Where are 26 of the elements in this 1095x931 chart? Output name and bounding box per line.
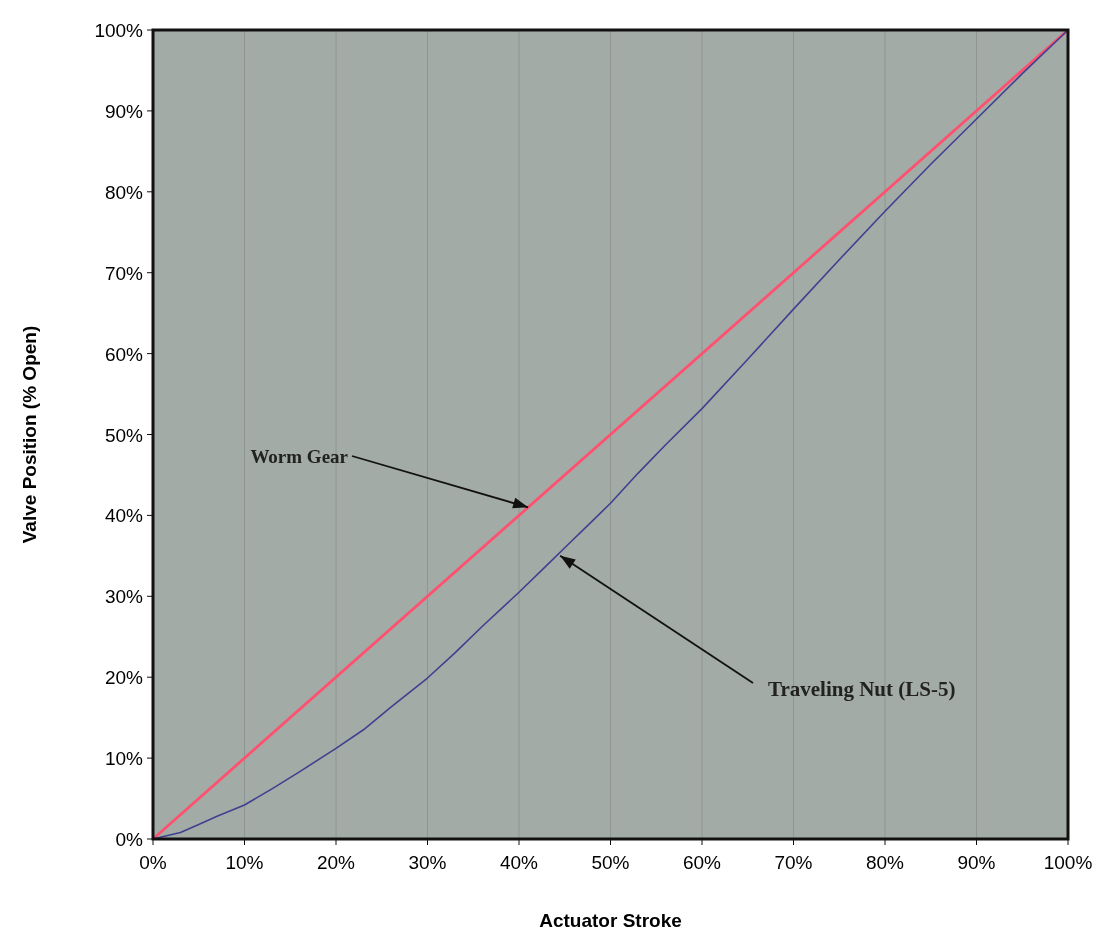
annotation: Worm Gear (250, 446, 349, 467)
x-axis-title: Actuator Stroke (539, 910, 682, 931)
y-tick-label: 90% (104, 100, 144, 122)
x-tick-label: 20% (316, 852, 356, 873)
y-tick-label: 50% (104, 424, 144, 446)
x-tick-label: 50% (591, 852, 630, 873)
y-tick-label: 20% (104, 667, 144, 689)
y-axis-title: Valve Position (% Open) (19, 325, 40, 544)
x-tick-label: 80% (865, 852, 905, 873)
y-tick-label: 10% (104, 748, 144, 770)
x-tick-label: 90% (957, 852, 996, 873)
x-tick-label: 100% (1043, 852, 1093, 873)
annotation: Traveling Nut (LS-5) (768, 677, 956, 701)
y-tick-label: 0% (115, 829, 144, 850)
x-tick-label: 0% (139, 852, 167, 873)
y-tick-label: 30% (104, 586, 144, 608)
y-tick-label: 100% (94, 20, 144, 41)
y-tick-label: 80% (104, 181, 144, 203)
y-tick-label: 40% (104, 505, 144, 527)
y-tick-label: 60% (104, 343, 144, 365)
x-tick-label: 60% (682, 852, 722, 873)
x-tick-label: 70% (774, 852, 813, 873)
y-tick-label: 70% (104, 262, 144, 284)
x-tick-label: 30% (408, 852, 447, 873)
x-tick-label: 40% (499, 852, 539, 873)
x-tick-label: 10% (225, 852, 264, 873)
